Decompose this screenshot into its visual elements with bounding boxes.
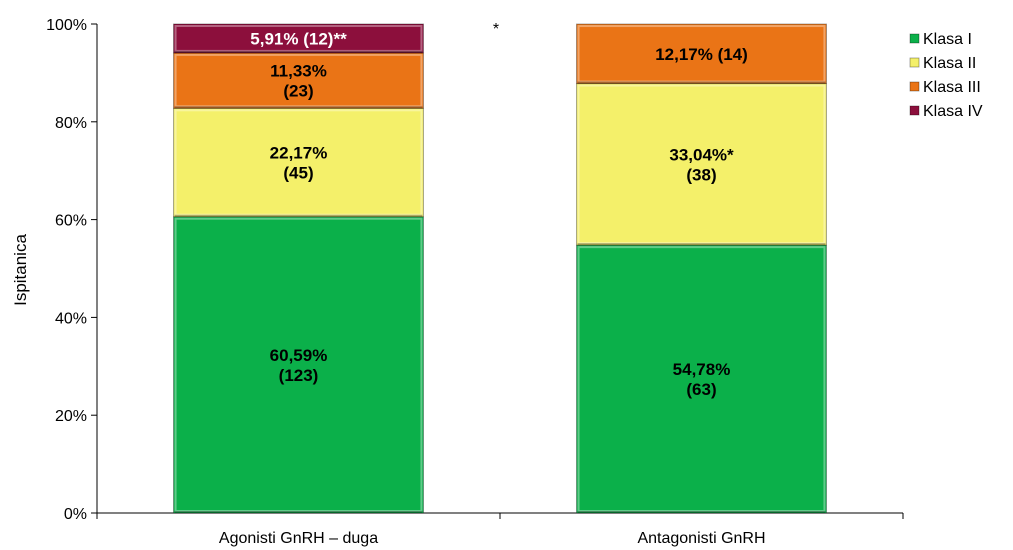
bar-segment bbox=[576, 23, 827, 85]
legend-label: Klasa IV bbox=[923, 103, 983, 120]
bar-segment bbox=[173, 216, 424, 514]
data-label: 5,91% (12)** bbox=[250, 29, 347, 48]
bar-bevel bbox=[577, 25, 826, 83]
data-label: (45) bbox=[283, 164, 313, 183]
data-label: 33,04%* bbox=[669, 145, 734, 164]
significance-annotation: * bbox=[493, 21, 499, 38]
legend-label: Klasa I bbox=[923, 31, 972, 48]
data-label: 22,17% bbox=[270, 144, 328, 163]
bar-bevel bbox=[174, 53, 423, 108]
y-tick-label: 20% bbox=[55, 408, 87, 425]
data-label: 60,59% bbox=[270, 346, 328, 365]
legend-swatch bbox=[909, 33, 920, 44]
legend-swatch bbox=[909, 57, 920, 68]
axes: 0% 20% 40% 60% 80% 100% Agonisti GnRH – duga An… bbox=[46, 17, 904, 547]
bar-segment bbox=[173, 23, 424, 54]
legend-swatch bbox=[909, 81, 920, 92]
y-tick-label: 40% bbox=[55, 310, 87, 327]
data-label: (123) bbox=[279, 366, 319, 385]
data-label: 12,17% (14) bbox=[655, 45, 748, 64]
bar-segment bbox=[173, 52, 424, 109]
bar-bevel bbox=[174, 109, 423, 216]
data-label: 11,33% bbox=[270, 62, 327, 81]
bar-segment bbox=[173, 107, 424, 218]
legend-label: Klasa II bbox=[923, 55, 976, 72]
bar-segment bbox=[576, 83, 827, 246]
legend: Klasa I Klasa II Klasa III Klasa IV bbox=[909, 31, 983, 120]
data-label: (23) bbox=[283, 82, 313, 101]
data-label: 54,78% bbox=[673, 360, 731, 379]
y-tick-label: 60% bbox=[55, 213, 87, 230]
bar-bevel bbox=[174, 25, 423, 52]
legend-swatch bbox=[909, 105, 920, 116]
bar-bevel bbox=[174, 217, 423, 512]
data-label: (63) bbox=[686, 380, 716, 399]
y-tick-label: 100% bbox=[46, 17, 87, 34]
y-tick-label: 0% bbox=[64, 506, 87, 523]
bars: 60,59%(123) 22,17%(45) 11,33%(23) 5,91% (12… bbox=[173, 23, 827, 514]
y-tick-label: 80% bbox=[55, 115, 87, 132]
bar-bevel bbox=[577, 246, 826, 512]
y-axis-label: Ispitanica bbox=[11, 234, 30, 306]
x-tick-label: Agonisti GnRH – duga bbox=[219, 530, 378, 547]
x-tick-label: Antagonisti GnRH bbox=[637, 530, 765, 547]
legend-label: Klasa III bbox=[923, 79, 981, 96]
bar-segment bbox=[576, 244, 827, 514]
bar-bevel bbox=[577, 84, 826, 245]
data-label: (38) bbox=[686, 165, 716, 184]
